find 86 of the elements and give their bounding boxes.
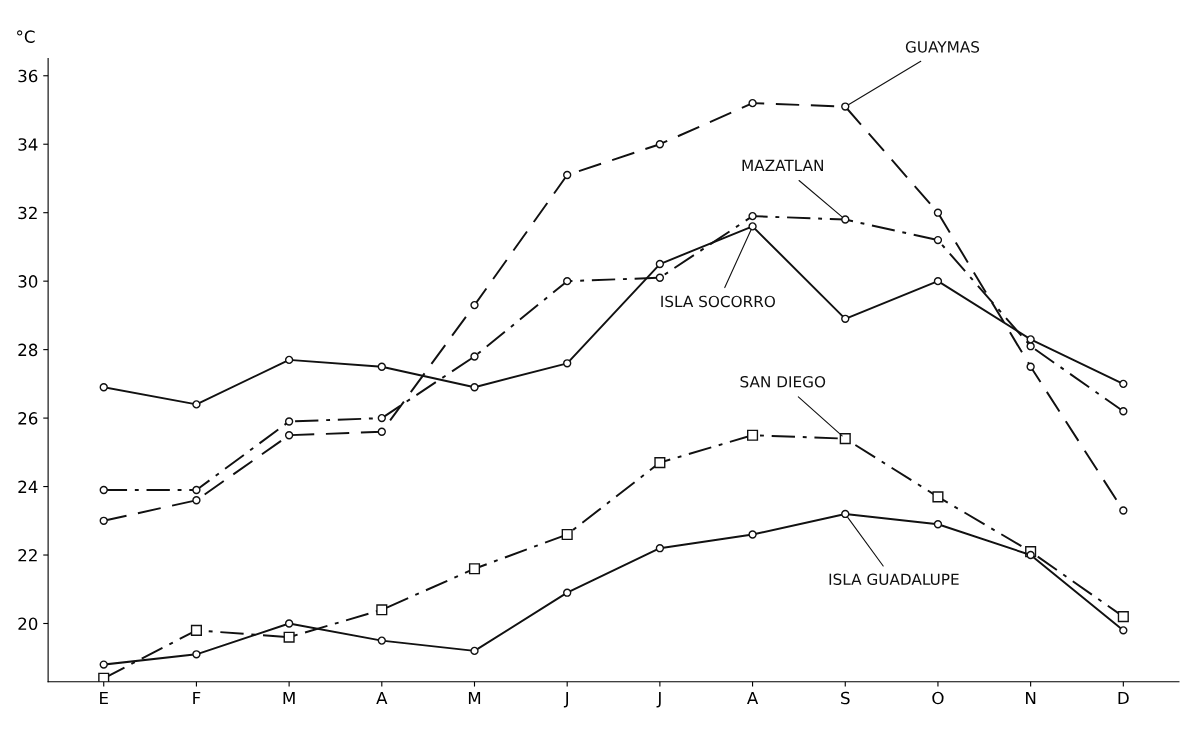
point [748, 211, 757, 221]
point [841, 215, 850, 224]
point [655, 544, 665, 553]
y-tick-label: 34 [18, 138, 38, 151]
point [1119, 379, 1128, 389]
point [284, 355, 294, 365]
point [1026, 362, 1035, 371]
point [563, 276, 572, 286]
text: MAZATLAN [742, 159, 823, 171]
y-tick-label: 30 [18, 275, 38, 288]
point [655, 273, 665, 282]
point [470, 383, 479, 392]
y-tick-label: 36 [18, 69, 38, 83]
x-tick-label: D [1118, 691, 1129, 705]
point [654, 457, 666, 469]
point [933, 276, 943, 286]
y-tick-label: 24 [18, 480, 38, 493]
point [470, 300, 479, 310]
point [563, 170, 572, 180]
point [1117, 611, 1129, 623]
x-tick-label: A [746, 691, 759, 705]
point [470, 646, 479, 656]
point [747, 429, 759, 441]
point [377, 636, 386, 645]
point [192, 650, 201, 659]
point [470, 352, 479, 361]
point [933, 208, 943, 217]
point [284, 417, 294, 426]
point [1026, 335, 1035, 344]
point [284, 431, 294, 440]
point [563, 359, 572, 368]
point [748, 98, 757, 108]
point [655, 259, 665, 269]
x-tick-label: O [932, 691, 944, 705]
y-tick-label: 32 [18, 206, 37, 220]
y-axis-title: °C [17, 30, 35, 43]
point [933, 520, 943, 529]
point [377, 427, 386, 436]
point [933, 235, 943, 245]
point [1026, 550, 1035, 560]
point [99, 516, 108, 525]
x-tick-label: F [193, 691, 201, 705]
point [190, 624, 202, 636]
point [98, 672, 110, 682]
text: SAN DIEGO [740, 375, 826, 388]
point [192, 485, 201, 495]
point [192, 400, 201, 409]
point [99, 383, 108, 392]
x-tick-label: S [841, 691, 850, 705]
y-tick-label: 22 [18, 548, 37, 562]
x-tick-label: N [1026, 691, 1036, 705]
point [1119, 407, 1128, 416]
x-tick-label: E [100, 691, 108, 705]
point [932, 491, 944, 503]
y-tick-label: 26 [18, 412, 38, 425]
point [841, 509, 850, 519]
point [748, 222, 757, 231]
point [192, 496, 201, 505]
point [99, 485, 108, 495]
point [377, 362, 386, 371]
point [284, 619, 294, 628]
point [283, 631, 295, 643]
point [1026, 342, 1035, 351]
point [468, 563, 481, 575]
x-tick-label: A [376, 691, 388, 705]
x-tick-label: M [468, 691, 481, 705]
point [561, 528, 573, 541]
point [841, 314, 850, 323]
point [748, 530, 757, 539]
x-tick-label: J [656, 691, 661, 708]
series-label: ISLA SOCORRO [661, 295, 775, 308]
text: GUAYMAS [905, 41, 980, 53]
y-tick-label: 20 [18, 617, 38, 631]
point [99, 660, 108, 669]
point [376, 604, 388, 616]
point [1119, 506, 1128, 515]
point [377, 413, 386, 423]
y-tick-label: 28 [18, 343, 38, 357]
point [841, 102, 850, 111]
point [1119, 626, 1128, 635]
x-tick-label: M [283, 691, 295, 705]
point [563, 588, 572, 597]
point [655, 140, 665, 149]
text: ISLA GUADALUPE [829, 573, 959, 586]
point [839, 433, 851, 445]
x-tick-label: J [563, 691, 569, 708]
